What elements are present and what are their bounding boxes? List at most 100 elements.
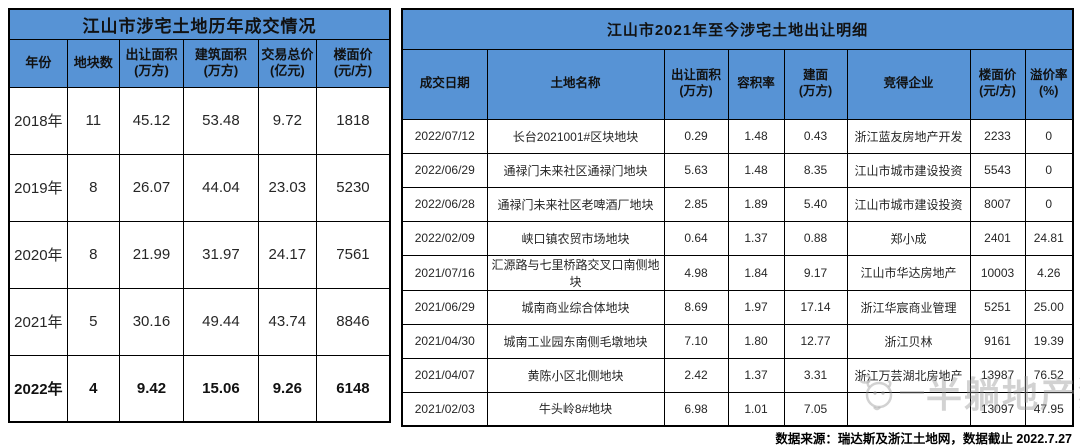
table-cell: 郑小成 [846,220,971,256]
table-cell: 通禄门未来社区通禄门地块 [486,152,665,188]
table-cell: 30.16 [118,287,185,356]
table-cell: 牛头岭8#地块 [486,391,665,427]
table-cell: 11 [66,86,120,155]
table-cell: 17.14 [783,289,848,325]
table-cell: 8.35 [783,152,848,188]
table-cell: 13987 [969,357,1026,393]
table-cell: 23.03 [257,153,317,222]
column-header: 溢价率 (%) [1024,48,1074,120]
table-row: 2021/02/03 牛头岭8#地块 6.98 1.01 7.05 13097 47.95 [401,391,1074,427]
table-cell: 1.80 [727,323,785,359]
detail-table-title: 江山市2021年至今涉宅土地出让明细 [401,8,1074,50]
table-cell: 2.42 [663,357,729,393]
table-cell: 53.48 [183,86,259,155]
table-cell: 2019年 [8,153,68,222]
table-row: 2022/06/28 通禄门未来社区老啤酒厂地块 2.85 1.89 5.40 江山市城市… [401,186,1074,222]
table-cell: 21.99 [118,220,185,289]
table-cell: 47.95 [1024,391,1074,427]
table-cell: 10003 [969,254,1026,291]
table-cell: 0 [1024,186,1074,222]
table-cell: 通禄门未来社区老啤酒厂地块 [486,186,665,222]
table-cell: 24.81 [1024,220,1074,256]
table-cell: 43.74 [257,287,317,356]
table-row: 2021/07/16 汇源路与七里桥路交叉口南侧地块 4.98 1.84 9.17 江山市… [401,254,1074,291]
table-cell: 9.42 [118,354,185,423]
table-row: 2021/04/30 城南工业园东南侧毛墩地块 7.10 1.80 12.77 浙江贝林 9… [401,323,1074,359]
table-cell: 8 [66,153,120,222]
table-cell: 15.06 [183,354,259,423]
table-cell: 2018年 [8,86,68,155]
table-cell: 9161 [969,323,1026,359]
table-cell: 城南工业园东南侧毛墩地块 [486,323,665,359]
table-cell: 9.17 [783,254,848,291]
table-cell: 2022/07/12 [401,118,488,154]
data-source-note: 数据来源：瑞达斯及浙江土地网，数据截止 2022.7.27 [775,432,1072,446]
table-cell: 9.26 [257,354,317,423]
table-cell: 6.98 [663,391,729,427]
table-cell: 9.72 [257,86,317,155]
table-cell: 5.63 [663,152,729,188]
table-cell [846,391,971,427]
table-cell: 2021/04/30 [401,323,488,359]
column-header: 地块数 [66,38,120,88]
table-cell: 2022/06/29 [401,152,488,188]
table-cell: 2233 [969,118,1026,154]
column-header: 建面 (万方) [783,48,848,120]
table-cell: 3.31 [783,357,848,393]
table-row: 2021/06/29 城南商业综合体地块 8.69 1.97 17.14 浙江华宸商业管理… [401,289,1074,325]
table-row: 2022年 4 9.42 15.06 9.26 6148 [8,354,391,423]
table-cell: 2020年 [8,220,68,289]
table-row: 2022/02/09 峡口镇农贸市场地块 0.64 1.37 0.88 郑小成 2401 24… [401,220,1074,256]
column-header: 建筑面积 (万方) [183,38,259,88]
table-cell: 2022年 [8,354,68,423]
table-cell: 76.52 [1024,357,1074,393]
table-cell: 2021/07/16 [401,254,488,291]
table-cell: 4.98 [663,254,729,291]
table-cell: 7561 [315,220,391,289]
table-cell: 2021年 [8,287,68,356]
table-row: 2022/07/12 长台2021001#区块地块 0.29 1.48 0.43 浙江蓝友… [401,118,1074,154]
column-header: 土地名称 [486,48,665,120]
table-cell: 1.89 [727,186,785,222]
table-cell: 49.44 [183,287,259,356]
table-cell: 8.69 [663,289,729,325]
table-cell: 7.10 [663,323,729,359]
table-cell: 1.48 [727,152,785,188]
table-cell: 0.88 [783,220,848,256]
detail-table-title-row: 江山市2021年至今涉宅土地出让明细 [401,8,1074,50]
table-cell: 0.64 [663,220,729,256]
table-cell: 浙江华宸商业管理 [846,289,971,325]
column-header: 竞得企业 [846,48,971,120]
table-cell: 5251 [969,289,1026,325]
table-cell: 1.37 [727,220,785,256]
table-cell: 13097 [969,391,1026,427]
table-row: 2022/06/29 通禄门未来社区通禄门地块 5.63 1.48 8.35 江山市城市建… [401,152,1074,188]
table-cell: 7.05 [783,391,848,427]
table-cell: 江山市城市建设投资 [846,152,971,188]
table-cell: 峡口镇农贸市场地块 [486,220,665,256]
table-cell: 8846 [315,287,391,356]
column-header: 出让面积 (万方) [663,48,729,120]
table-cell: 31.97 [183,220,259,289]
table-cell: 0 [1024,152,1074,188]
table-cell: 1818 [315,86,391,155]
table-cell: 1.48 [727,118,785,154]
table-row: 2018年 11 45.12 53.48 9.72 1818 [8,86,391,155]
table-cell: 江山市华达房地产 [846,254,971,291]
column-header: 交易总价 (亿元) [257,38,317,88]
table-cell: 26.07 [118,153,185,222]
table-cell: 2021/04/07 [401,357,488,393]
detail-table-header-row: 成交日期 土地名称 出让面积 (万方) 容积率 建面 (万方) 竞得企业 楼面价 (元/方)… [401,48,1074,120]
table-cell: 0.43 [783,118,848,154]
table-cell: 0 [1024,118,1074,154]
column-header: 出让面积 (万方) [118,38,185,88]
table-cell: 汇源路与七里桥路交叉口南侧地块 [486,254,665,291]
table-cell: 1.37 [727,357,785,393]
table-cell: 江山市城市建设投资 [846,186,971,222]
table-cell: 5543 [969,152,1026,188]
table-cell: 8007 [969,186,1026,222]
table-cell: 45.12 [118,86,185,155]
table-row: 2021/04/07 黄陈小区北侧地块 2.42 1.37 3.31 浙江万芸湖北房地产 1… [401,357,1074,393]
table-row: 2019年 8 26.07 44.04 23.03 5230 [8,153,391,222]
